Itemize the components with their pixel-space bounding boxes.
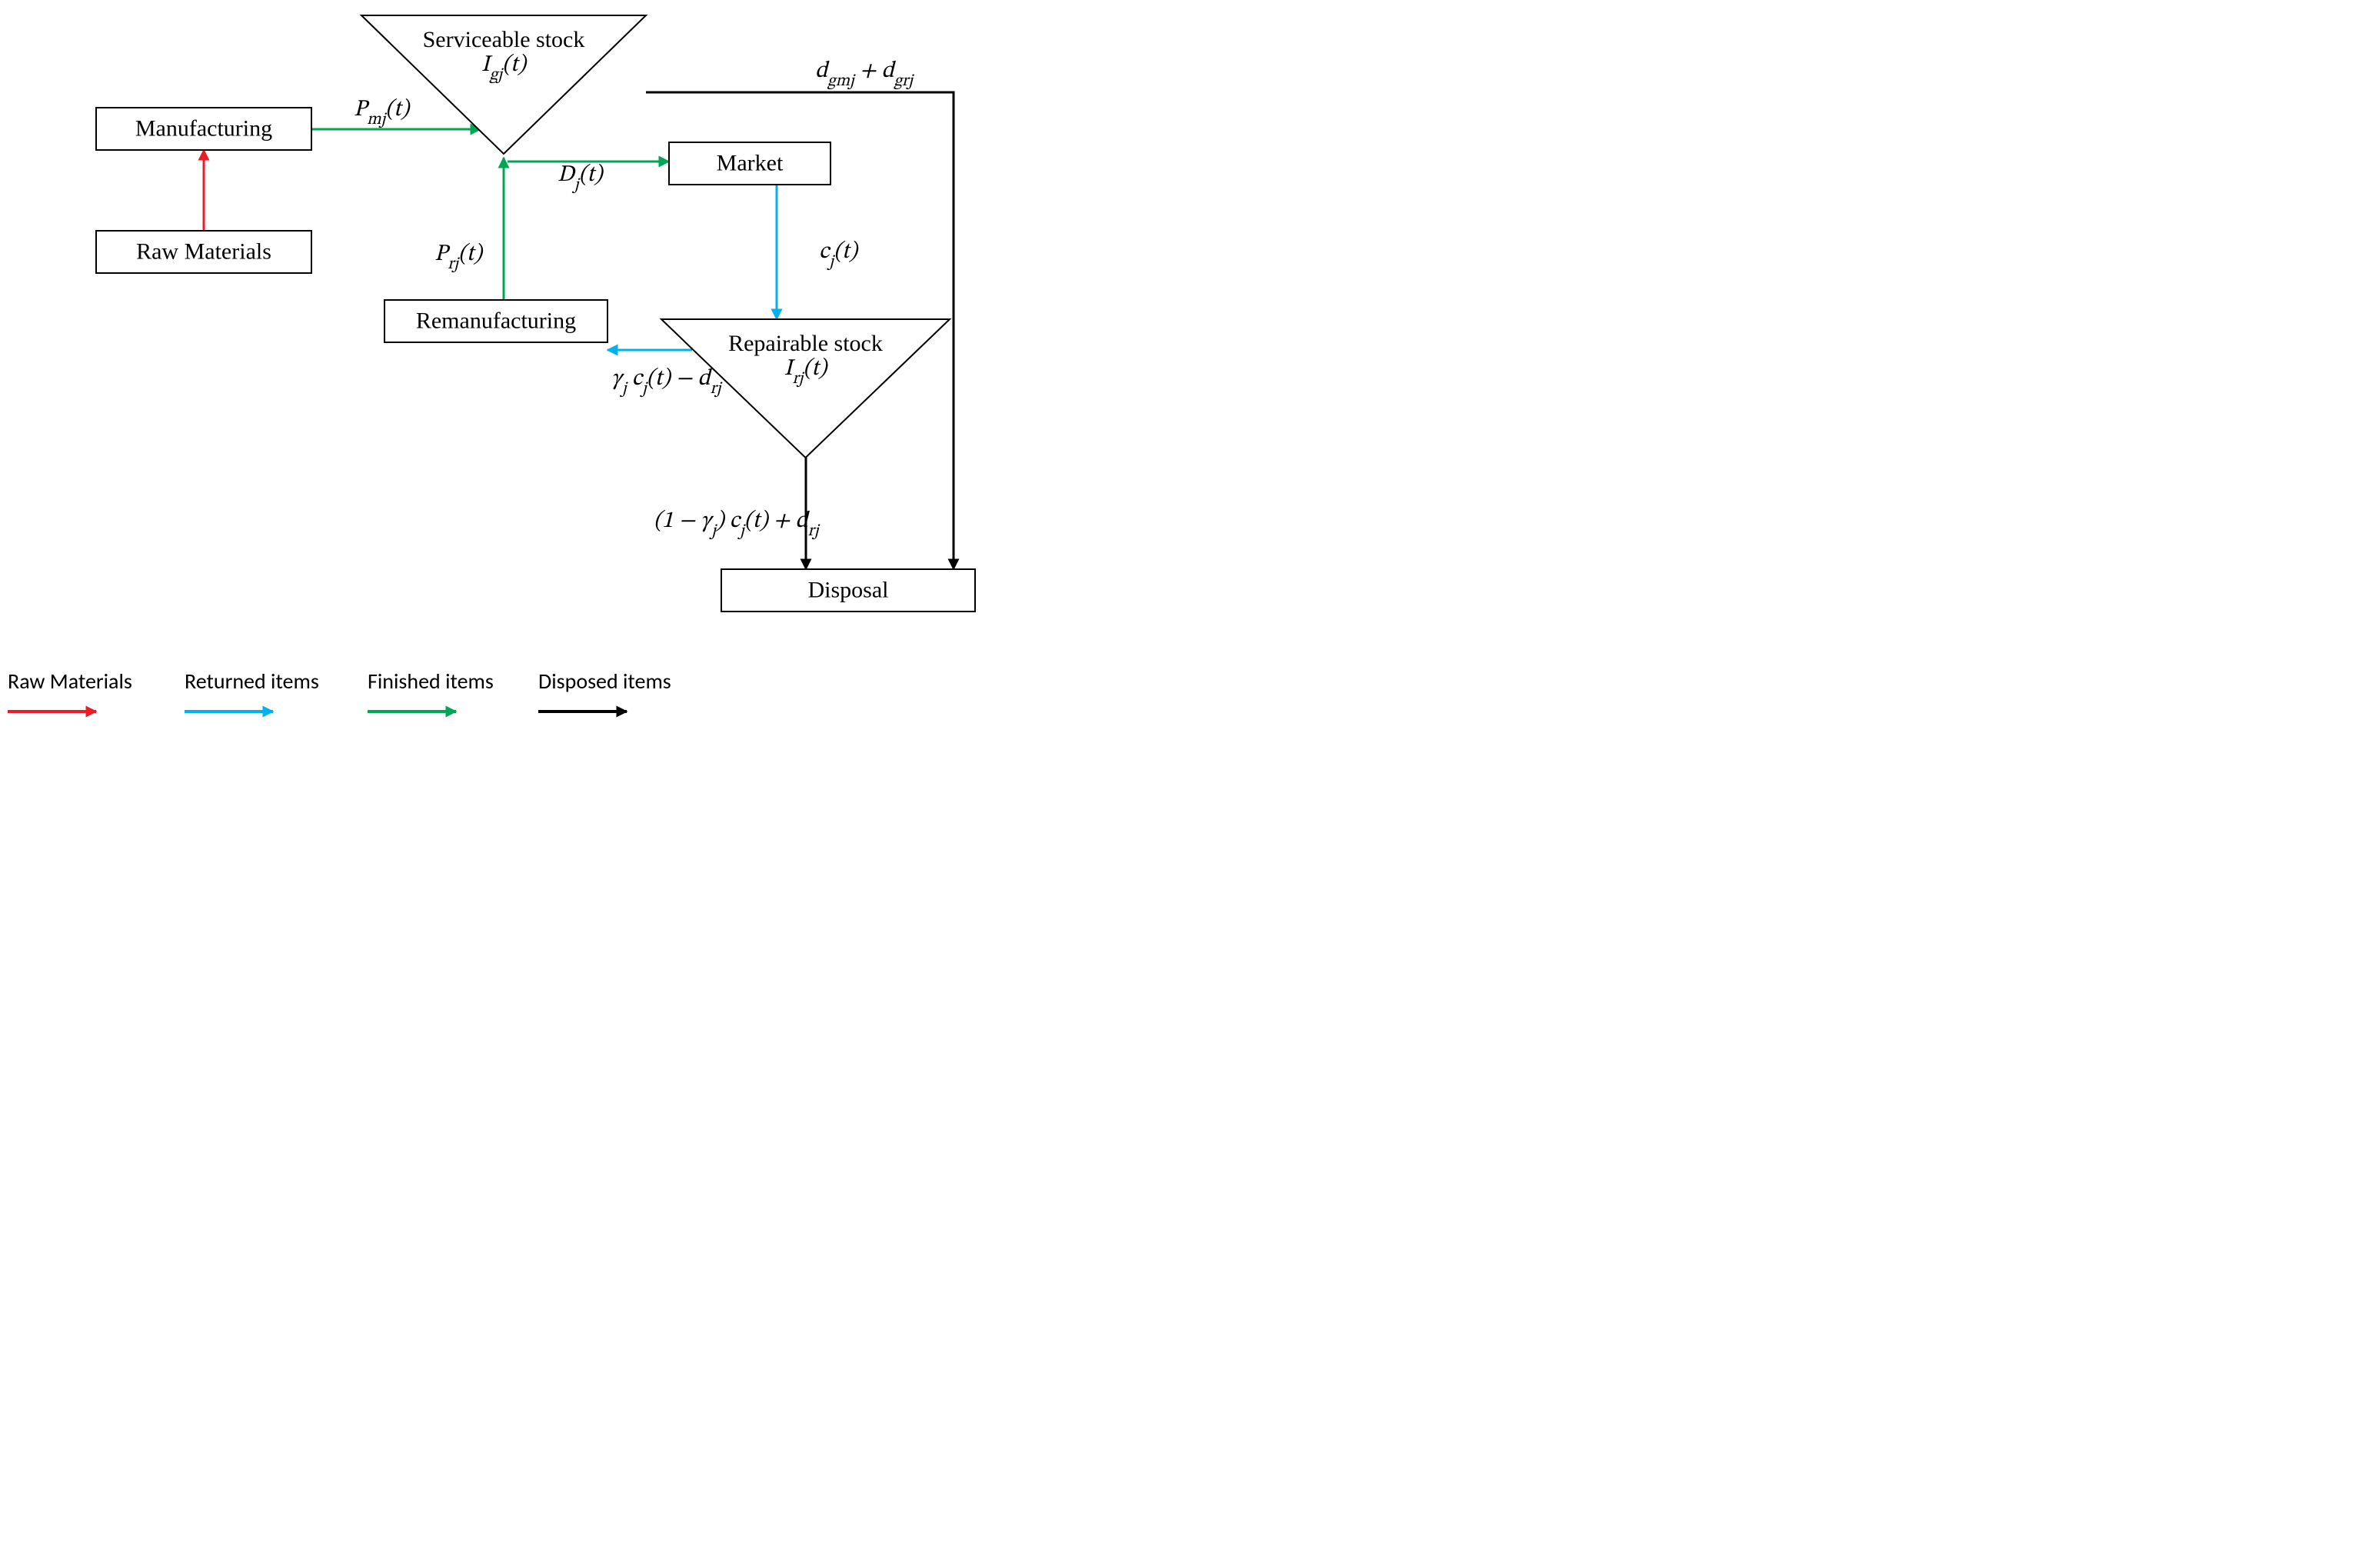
node-serviceable-stock: Serviceable stockIgj(t) bbox=[361, 15, 646, 154]
edge-label-stock-to-disposal: dgmj + dgrj bbox=[815, 60, 914, 90]
node-raw-materials: Raw Materials bbox=[96, 231, 311, 273]
repairable-stock-label: Repairable stock bbox=[728, 331, 883, 356]
node-disposal: Disposal bbox=[721, 569, 975, 612]
legend-disposed_items_arrow: Disposed items bbox=[538, 668, 671, 712]
edge-label-repair-to-disposal: (1 − γj) cj(t) + drj bbox=[654, 509, 821, 540]
edge-label-market-to-repair: cj(t) bbox=[819, 240, 859, 271]
edge-label-mfg-to-stock: Pmj(t) bbox=[354, 98, 411, 128]
node-remanufacturing: Remanufacturing bbox=[384, 300, 607, 342]
legend-label-disposed_items_arrow: Disposed items bbox=[538, 668, 671, 695]
manufacturing-label: Manufacturing bbox=[135, 115, 272, 141]
node-market: Market bbox=[669, 142, 831, 185]
legend-label-raw_materials_arrow: Raw Materials bbox=[8, 668, 132, 695]
disposal-label: Disposal bbox=[808, 577, 889, 602]
edge-label-remfg-to-stock: Prj(t) bbox=[434, 242, 484, 273]
market-label: Market bbox=[717, 150, 784, 175]
raw-materials-label: Raw Materials bbox=[136, 238, 271, 264]
edge-label-stock-to-market: Dj(t) bbox=[558, 163, 604, 194]
remanufacturing-label: Remanufacturing bbox=[416, 308, 576, 333]
edge-label-repair-to-remfg: γj cj(t) − drj bbox=[611, 367, 723, 398]
legend-returned_items_arrow: Returned items bbox=[185, 668, 319, 712]
legend-raw_materials_arrow: Raw Materials bbox=[8, 668, 132, 712]
supply-chain-flow-diagram: Manufacturing Raw Materials Serviceable st… bbox=[0, 0, 1190, 777]
node-manufacturing: Manufacturing bbox=[96, 108, 311, 150]
legend-label-returned_items_arrow: Returned items bbox=[185, 668, 319, 695]
legend-finished_items_arrow: Finished items bbox=[368, 668, 494, 712]
serviceable-stock-label: Serviceable stock bbox=[423, 27, 585, 52]
legend-label-finished_items_arrow: Finished items bbox=[368, 668, 494, 695]
